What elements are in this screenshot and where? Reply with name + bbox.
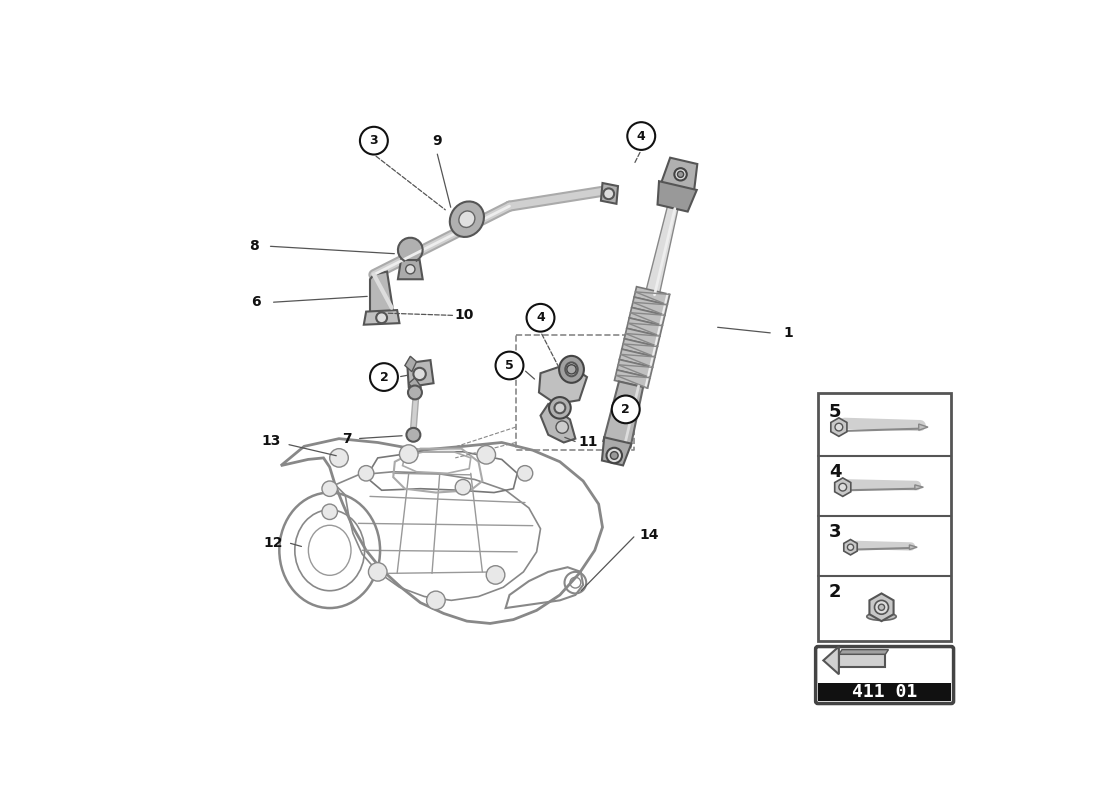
Circle shape (376, 312, 387, 323)
Circle shape (678, 171, 684, 178)
Polygon shape (918, 424, 928, 430)
Polygon shape (915, 485, 923, 490)
Polygon shape (634, 286, 670, 305)
Circle shape (427, 591, 446, 610)
FancyBboxPatch shape (818, 394, 952, 641)
Circle shape (517, 466, 532, 481)
Text: 2: 2 (621, 403, 630, 416)
Circle shape (495, 352, 524, 379)
Text: 11: 11 (579, 435, 598, 450)
Text: 4: 4 (536, 311, 544, 324)
Polygon shape (601, 183, 618, 204)
Polygon shape (844, 539, 857, 555)
Circle shape (556, 421, 569, 434)
Text: 7: 7 (342, 432, 352, 446)
Text: 9: 9 (432, 134, 441, 148)
Circle shape (408, 386, 422, 399)
Polygon shape (405, 356, 417, 372)
Circle shape (322, 504, 338, 519)
Circle shape (674, 168, 686, 181)
Polygon shape (539, 364, 587, 404)
Polygon shape (398, 238, 422, 261)
Polygon shape (646, 207, 678, 296)
Polygon shape (603, 382, 644, 447)
Text: 6: 6 (251, 295, 261, 310)
Polygon shape (661, 158, 697, 192)
Circle shape (455, 479, 471, 495)
Circle shape (406, 265, 415, 274)
Circle shape (879, 604, 884, 610)
Polygon shape (364, 310, 399, 325)
Text: 2: 2 (379, 370, 388, 383)
Circle shape (566, 365, 576, 374)
Circle shape (603, 188, 614, 199)
Text: 12: 12 (263, 536, 283, 550)
Ellipse shape (554, 402, 565, 414)
Polygon shape (540, 404, 575, 442)
Text: 2: 2 (828, 583, 842, 601)
Polygon shape (615, 370, 650, 388)
Polygon shape (409, 378, 421, 393)
Circle shape (330, 449, 349, 467)
Polygon shape (910, 545, 917, 550)
Polygon shape (370, 271, 394, 315)
Circle shape (874, 600, 889, 614)
Text: 5: 5 (505, 359, 514, 372)
Ellipse shape (459, 211, 475, 227)
Polygon shape (621, 338, 658, 357)
Polygon shape (835, 478, 850, 496)
Circle shape (835, 423, 843, 431)
Polygon shape (839, 650, 889, 654)
Text: 10: 10 (455, 309, 474, 322)
Text: 411 01: 411 01 (852, 683, 917, 701)
Ellipse shape (565, 362, 578, 376)
Circle shape (847, 544, 854, 550)
Text: 4: 4 (637, 130, 646, 142)
Circle shape (322, 481, 338, 496)
Ellipse shape (559, 356, 584, 383)
Polygon shape (398, 260, 422, 279)
Circle shape (612, 395, 640, 423)
Polygon shape (617, 359, 652, 378)
Circle shape (370, 363, 398, 391)
Text: 8: 8 (249, 239, 258, 253)
Ellipse shape (549, 397, 571, 418)
Polygon shape (407, 360, 433, 387)
Polygon shape (619, 349, 654, 367)
Circle shape (839, 483, 847, 491)
Circle shape (406, 428, 420, 442)
Circle shape (527, 304, 554, 332)
Circle shape (477, 446, 495, 464)
Circle shape (610, 452, 618, 459)
Text: 3: 3 (828, 523, 842, 541)
Text: 3: 3 (370, 134, 378, 147)
Polygon shape (824, 646, 839, 674)
Polygon shape (658, 181, 696, 211)
Circle shape (606, 448, 621, 463)
Text: 14: 14 (639, 528, 659, 542)
Ellipse shape (450, 202, 484, 237)
Circle shape (359, 466, 374, 481)
Ellipse shape (867, 613, 896, 620)
Polygon shape (629, 307, 664, 326)
Text: 5: 5 (828, 402, 842, 421)
Text: 4: 4 (828, 462, 842, 481)
Circle shape (486, 566, 505, 584)
Polygon shape (627, 318, 662, 336)
Bar (818, 682, 952, 702)
Circle shape (368, 562, 387, 581)
Circle shape (414, 368, 426, 380)
Circle shape (399, 445, 418, 463)
Polygon shape (830, 418, 847, 436)
Circle shape (360, 126, 388, 154)
Circle shape (627, 122, 656, 150)
Text: 13: 13 (261, 434, 280, 448)
Text: 1: 1 (783, 326, 793, 340)
Polygon shape (839, 654, 886, 666)
Polygon shape (602, 438, 631, 466)
FancyBboxPatch shape (815, 646, 954, 703)
Polygon shape (869, 594, 893, 621)
Polygon shape (631, 297, 668, 315)
Polygon shape (625, 328, 660, 346)
